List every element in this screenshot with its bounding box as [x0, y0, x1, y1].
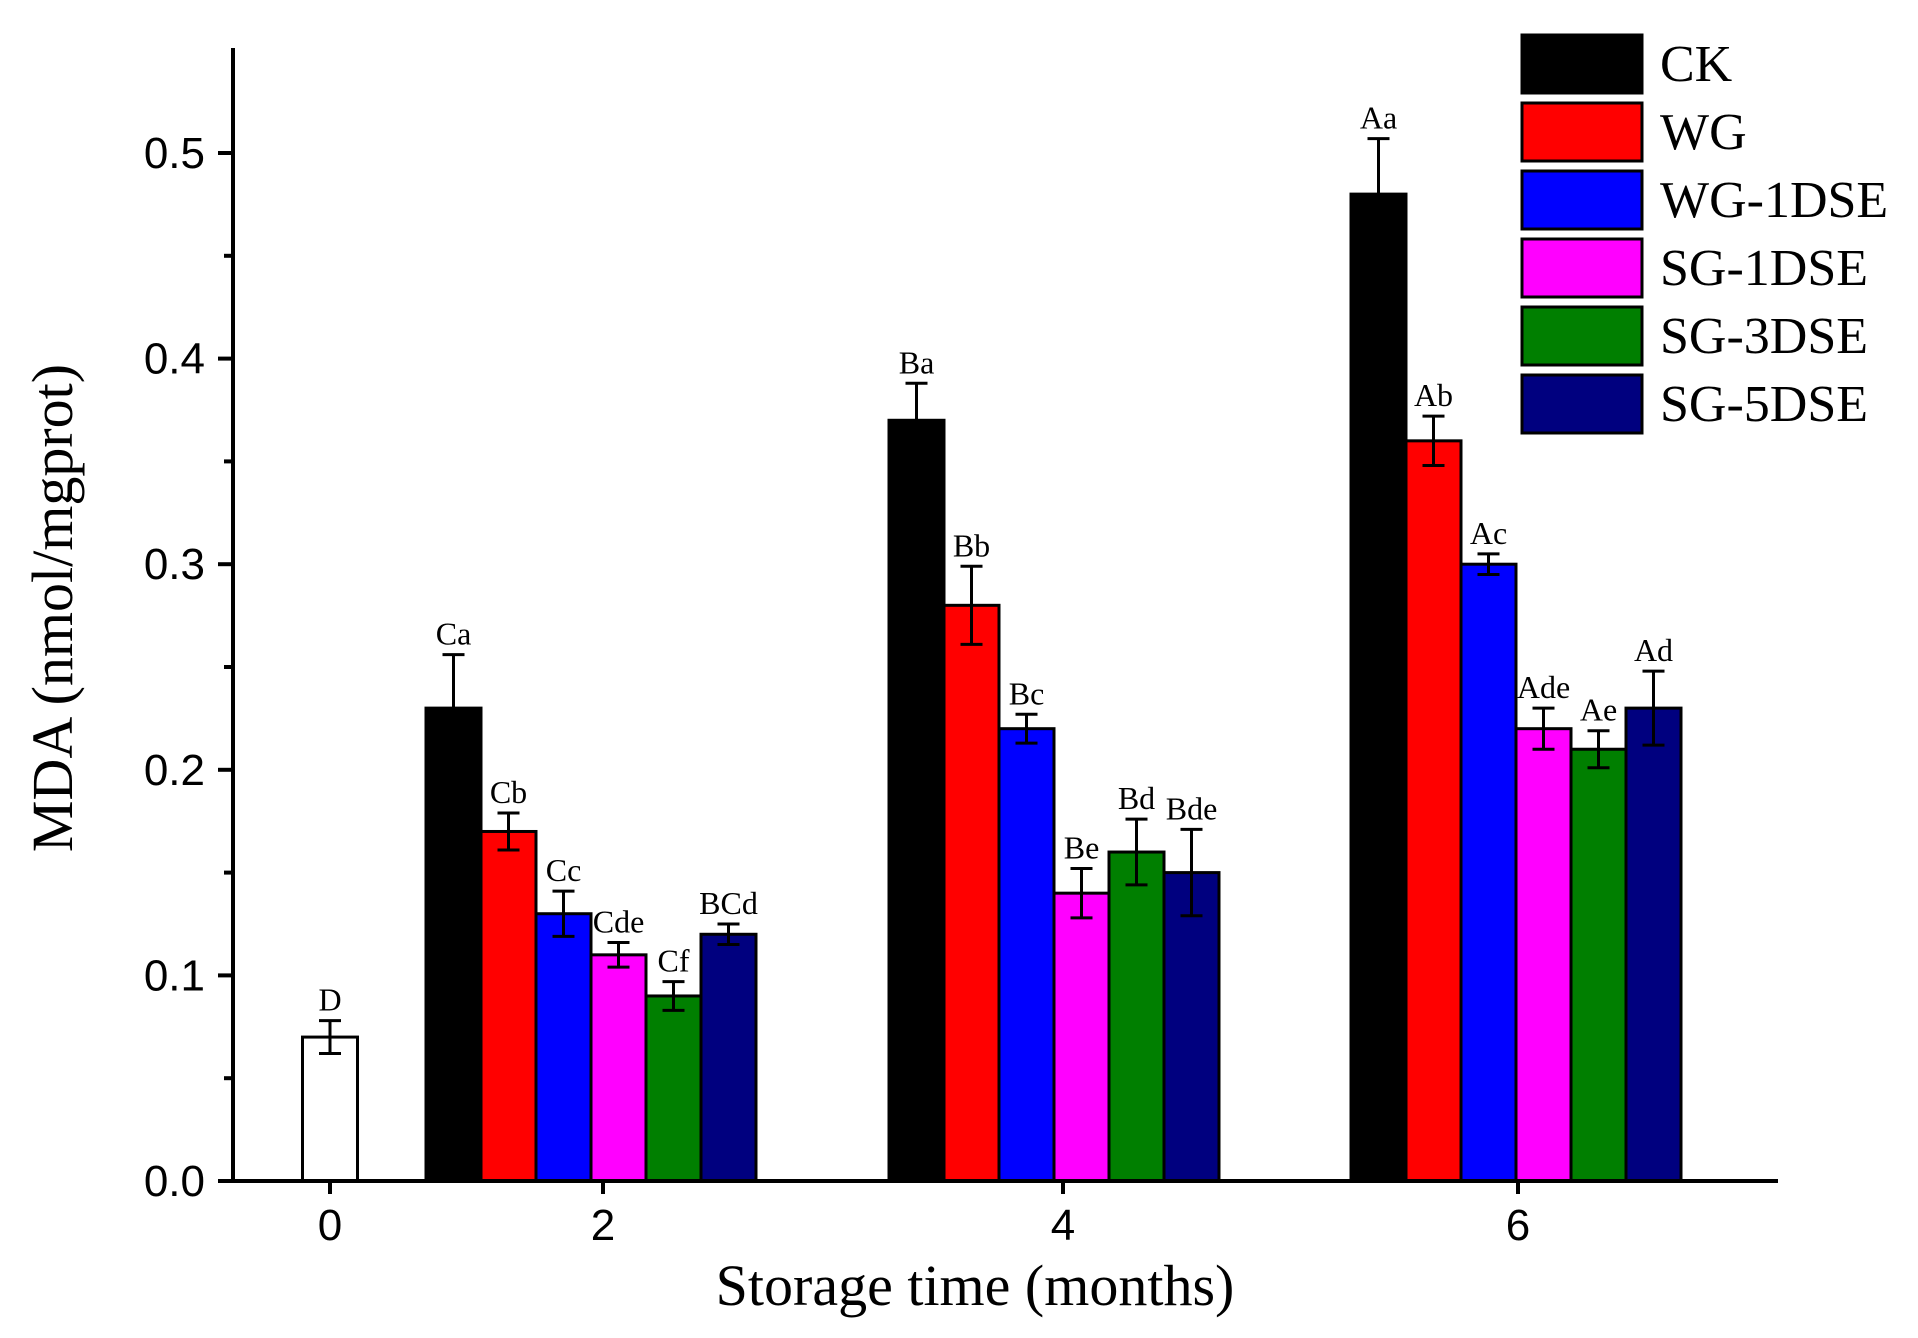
legend-swatch-WG	[1520, 101, 1644, 163]
bar-label-WG-1DSE-4: Bc	[1009, 675, 1045, 711]
bar-label-SG-3DSE-6: Ae	[1580, 692, 1617, 728]
bar-label-CK-4: Ba	[899, 344, 935, 380]
y-tick-label: 0.2	[144, 746, 205, 795]
bar-initial-0	[301, 1035, 359, 1183]
legend-label-CK: CK	[1660, 36, 1733, 93]
legend-swatch-CK	[1520, 33, 1644, 95]
bar-WG-1DSE-6	[1459, 562, 1518, 1183]
y-axis-title: MDA (nmol/mgprot)	[20, 364, 85, 852]
y-tick-label: 0.3	[144, 540, 205, 589]
bar-label-WG-2: Cb	[490, 774, 527, 810]
legend-label-SG-3DSE: SG-3DSE	[1660, 308, 1868, 365]
y-tick-label: 0.1	[144, 951, 205, 1000]
bar-label-SG-3DSE-2: Cf	[658, 943, 690, 979]
legend-label-SG-1DSE: SG-1DSE	[1660, 240, 1868, 297]
bar-label-SG-1DSE-4: Be	[1064, 829, 1100, 865]
x-tick-label: 0	[318, 1201, 342, 1250]
bar-SG-1DSE-2	[589, 953, 648, 1183]
ticks-layer: 0.0 0.1 0.2 0.3 0.4 0.5 0 2 4 6	[144, 129, 1530, 1250]
bars-layer: D Ca Ba Aa Cb Bb Ab Cc Bc Ac Cde Be Ade Cf Bd Ae BCd Bde A…	[301, 100, 1683, 1183]
bar-label-SG-5DSE-2: BCd	[699, 885, 758, 921]
bar-WG-4	[942, 603, 1001, 1183]
x-axis-title: Storage time (months)	[716, 1253, 1235, 1318]
bar-label-SG-1DSE-6: Ade	[1517, 669, 1570, 705]
legend-label-WG: WG	[1660, 104, 1747, 161]
legend-swatch-SG-1DSE	[1520, 237, 1644, 299]
bar-CK-4	[887, 418, 946, 1183]
bar-label-WG-1DSE-6: Ac	[1470, 515, 1507, 551]
legend-label-WG-1DSE: WG-1DSE	[1660, 172, 1888, 229]
bar-SG-3DSE-2	[644, 994, 703, 1183]
axes-layer	[231, 48, 1778, 1183]
x-tick-label: 2	[591, 1201, 615, 1250]
bar-label-initial-0: D	[318, 982, 341, 1018]
bar-label-WG-4: Bb	[953, 527, 990, 563]
bar-WG-2	[479, 829, 538, 1183]
bar-WG-6	[1404, 439, 1463, 1183]
x-tick-label: 4	[1051, 1201, 1075, 1250]
bar-label-SG-1DSE-2: Cde	[593, 904, 645, 940]
bar-label-WG-1DSE-2: Cc	[546, 852, 582, 888]
y-tick-label: 0.5	[144, 129, 205, 178]
bar-SG-3DSE-4	[1107, 850, 1166, 1183]
bar-label-SG-5DSE-4: Bde	[1166, 790, 1218, 826]
bar-CK-2	[424, 706, 483, 1183]
y-tick-label: 0.4	[144, 335, 205, 384]
y-tick-label: 0.0	[144, 1157, 205, 1206]
bar-label-CK-6: Aa	[1360, 100, 1397, 136]
bar-WG-1DSE-2	[534, 912, 593, 1183]
legend-swatch-SG-3DSE	[1520, 305, 1644, 367]
bar-label-CK-2: Ca	[436, 616, 472, 652]
bar-CK-6	[1349, 192, 1408, 1183]
bar-SG-1DSE-6	[1514, 727, 1573, 1183]
bar-label-SG-3DSE-4: Bd	[1118, 780, 1155, 816]
legend-swatch-WG-1DSE	[1520, 169, 1644, 231]
bar-SG-1DSE-4	[1052, 891, 1111, 1183]
legend-label-SG-5DSE: SG-5DSE	[1660, 376, 1868, 433]
bar-SG-5DSE-4	[1162, 871, 1221, 1183]
bar-label-WG-6: Ab	[1414, 377, 1453, 413]
bar-label-SG-5DSE-6: Ad	[1634, 632, 1673, 668]
legend-swatch-SG-5DSE	[1520, 373, 1644, 435]
bar-SG-5DSE-2	[699, 932, 758, 1183]
x-tick-label: 6	[1506, 1201, 1530, 1250]
legend: CK WG WG-1DSE SG-1DSE SG-3DSE SG-5DSE	[1520, 33, 1888, 435]
bar-SG-3DSE-6	[1569, 747, 1628, 1183]
bar-WG-1DSE-4	[997, 727, 1056, 1183]
bar-SG-5DSE-6	[1624, 706, 1683, 1183]
